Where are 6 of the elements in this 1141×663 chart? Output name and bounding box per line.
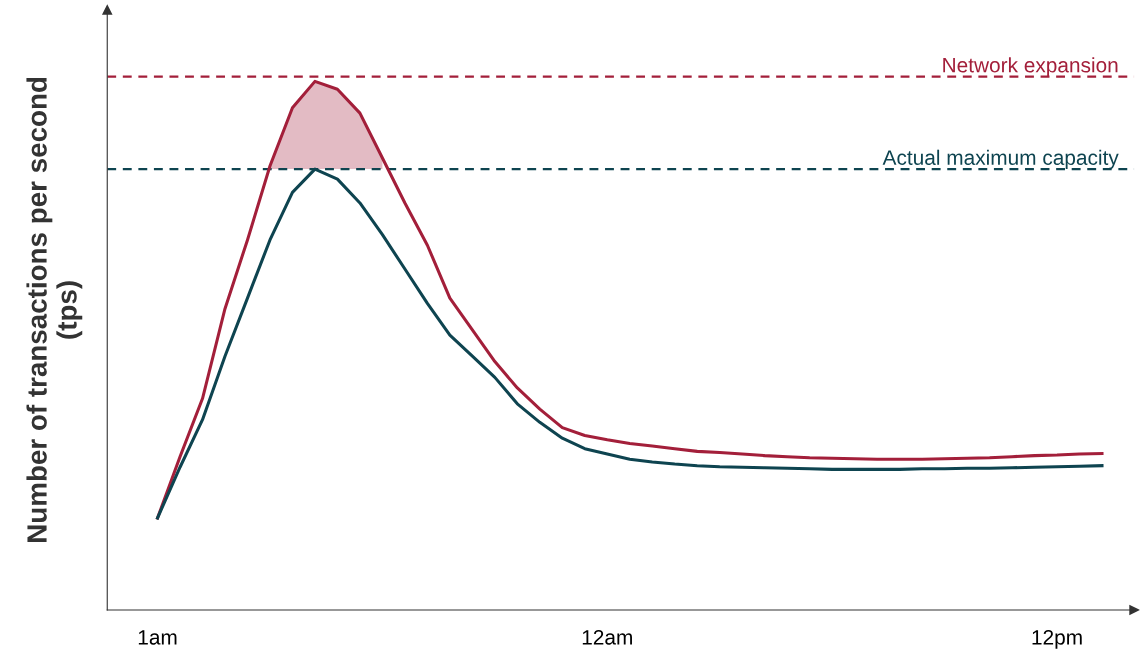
x-tick-label: 12pm — [1032, 629, 1082, 649]
ref-line-label: Actual maximum capacity — [882, 149, 1119, 170]
y-axis-title: Number of transactions per second (tps) — [26, 77, 83, 542]
ref-line-label: Network expansion — [943, 57, 1118, 77]
x-tick-label: 12am — [582, 629, 632, 645]
x-tick-label: 1am — [138, 630, 177, 645]
